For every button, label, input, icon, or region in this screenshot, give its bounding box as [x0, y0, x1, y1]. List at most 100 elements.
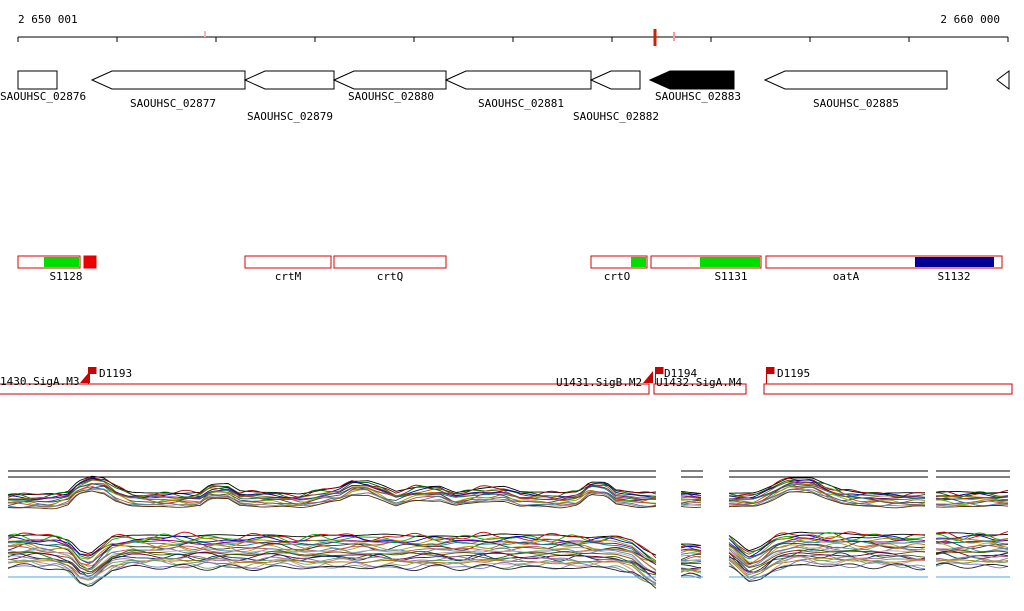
- expression-series-line: [728, 547, 926, 568]
- expression-series-line: [728, 537, 926, 558]
- expression-series-line: [680, 555, 702, 562]
- expression-series-line: [728, 479, 926, 499]
- tss-span[interactable]: [0, 383, 650, 395]
- expression-series-line: [7, 558, 657, 585]
- tss-flag: [88, 367, 97, 374]
- expression-series-line: [728, 534, 926, 558]
- tss-span[interactable]: [763, 383, 1013, 395]
- tss-span[interactable]: [653, 383, 747, 395]
- expression-series-line: [7, 486, 657, 508]
- expression-series-line: [935, 538, 1009, 548]
- expression-series-line: [728, 552, 926, 574]
- expression-series-line: [728, 477, 926, 498]
- expression-series-line: [935, 531, 1009, 540]
- expression-series-line: [680, 501, 702, 505]
- feature-fill: [915, 257, 994, 267]
- expression-series-line: [680, 566, 702, 570]
- expression-series-line: [681, 543, 702, 546]
- expression-series-line: [680, 545, 702, 548]
- expression-series-line: [680, 570, 702, 574]
- expression-series-line: [728, 531, 926, 553]
- expression-series-line: [935, 558, 1009, 567]
- ruler-position-marker: [204, 31, 206, 37]
- feature-box-red-box[interactable]: [83, 255, 97, 269]
- expression-series-line: [728, 491, 926, 509]
- expression-series-line: [7, 559, 657, 585]
- feature-fill: [631, 257, 646, 267]
- expression-series-line: [681, 495, 702, 498]
- expression-series-line: [728, 563, 926, 582]
- gene-saouhsc_02881[interactable]: [444, 70, 592, 90]
- expression-series-line: [680, 559, 702, 563]
- expression-series-line: [680, 490, 702, 494]
- expression-series-line: [680, 505, 702, 508]
- ruler-end-coordinate: 2 660 000: [940, 13, 1000, 26]
- expression-series-line: [935, 542, 1009, 551]
- expression-series-line: [728, 555, 926, 576]
- expression-series-line: [935, 498, 1009, 506]
- expression-series-line: [680, 496, 702, 500]
- expression-series-line: [935, 504, 1009, 508]
- expression-series-line: [680, 548, 702, 551]
- expression-series-line: [7, 547, 657, 573]
- expression-series-line: [7, 540, 657, 565]
- expression-series-line: [728, 544, 926, 566]
- gene-partial[interactable]: [996, 70, 1010, 90]
- expression-series-line: [7, 488, 657, 508]
- ruler-position-marker: [653, 29, 657, 46]
- ruler-start-coordinate: 2 650 001: [18, 13, 78, 26]
- expression-series-line: [728, 557, 926, 578]
- expression-series-line: [935, 561, 1009, 569]
- gene-saouhsc_02877[interactable]: [90, 70, 246, 90]
- expression-series-line: [680, 549, 702, 554]
- expression-series-line: [728, 549, 926, 572]
- expression-series-line: [935, 546, 1009, 553]
- expression-series-line: [935, 497, 1009, 501]
- expression-series-line: [935, 496, 1009, 503]
- feature-box-crtq[interactable]: [333, 255, 447, 269]
- expression-series-line: [935, 537, 1009, 542]
- expression-series-line: [7, 563, 657, 589]
- expression-series-line: [681, 561, 702, 564]
- expression-series-line: [728, 479, 926, 497]
- expression-series-line: [7, 543, 657, 571]
- expression-series-line: [7, 490, 657, 510]
- expression-series-line: [7, 557, 657, 584]
- expression-series-line: [680, 491, 702, 499]
- feature-box-crtm[interactable]: [244, 255, 332, 269]
- gene-saouhsc_02882[interactable]: [589, 70, 641, 90]
- expression-series-line: [728, 481, 926, 499]
- expression-series-line: [680, 492, 702, 495]
- expression-series-line: [935, 489, 1009, 497]
- gene-saouhsc_02880[interactable]: [332, 70, 447, 90]
- gene-saouhsc_02879[interactable]: [243, 70, 335, 90]
- expression-series-line: [935, 539, 1009, 544]
- gene-saouhsc_02876[interactable]: [17, 70, 58, 90]
- ruler-position-marker: [673, 32, 675, 41]
- expression-series-line: [935, 552, 1009, 560]
- expression-series-line: [680, 552, 702, 555]
- expression-series-line: [680, 564, 702, 569]
- expression-series-line: [7, 551, 657, 577]
- expression-series-line: [7, 545, 657, 571]
- expression-series-line: [936, 502, 1008, 507]
- expression-series-line: [7, 531, 657, 559]
- tss-triangle-flag: [643, 371, 653, 383]
- gene-saouhsc_02885[interactable]: [763, 70, 948, 90]
- expression-series-line: [935, 562, 1009, 569]
- expression-series-line: [680, 545, 702, 549]
- feature-fill: [700, 257, 760, 267]
- gene-saouhsc_02883[interactable]: [648, 70, 735, 90]
- expression-series-line: [728, 560, 926, 581]
- expression-series-line: [680, 493, 702, 496]
- expression-series-line: [728, 488, 926, 507]
- expression-series-line: [935, 540, 1009, 545]
- feature-fill: [44, 257, 79, 267]
- expression-series-line: [935, 494, 1009, 498]
- expression-series-line: [680, 572, 702, 577]
- expression-series-line: [7, 559, 657, 587]
- expression-series-line: [728, 486, 926, 505]
- tss-flag: [655, 367, 664, 374]
- expression-series-line: [681, 498, 702, 501]
